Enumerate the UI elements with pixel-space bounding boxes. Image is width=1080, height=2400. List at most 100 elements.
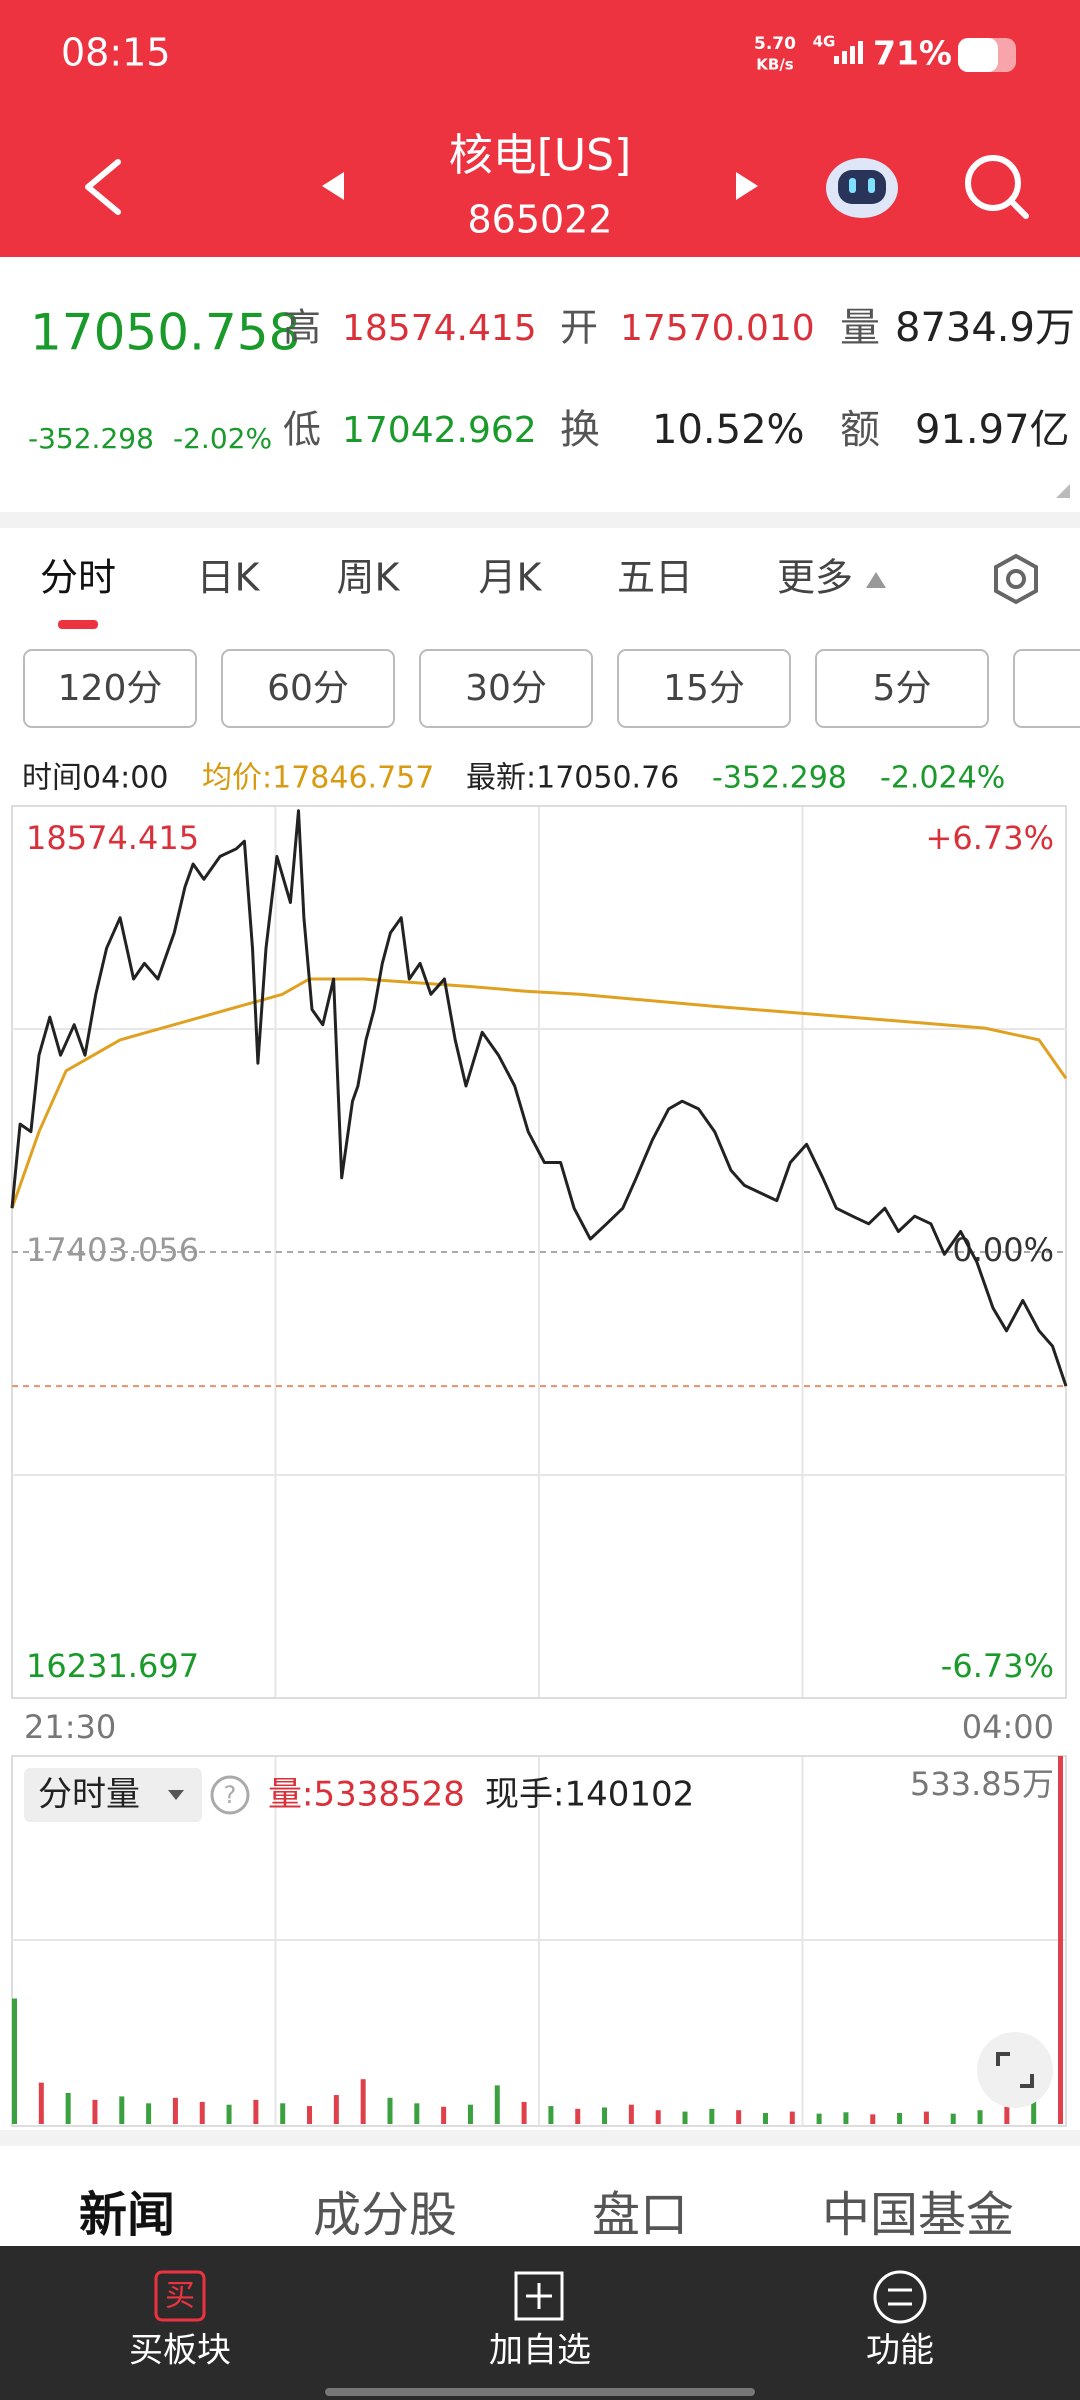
volume-bar — [441, 2106, 447, 2124]
change: -352.298 — [28, 422, 154, 455]
separator — [0, 2130, 1080, 2146]
volume-bar — [762, 2112, 768, 2124]
volume-bar — [950, 2113, 956, 2124]
bottom-action[interactable]: 加自选 — [489, 2331, 591, 2371]
volume-bar — [682, 2111, 688, 2124]
volume-bar — [709, 2108, 715, 2124]
volume-bar — [655, 2110, 661, 2124]
volume-title: 分时量 — [38, 1775, 140, 1815]
tab[interactable]: 月K — [479, 556, 543, 600]
high-label: 高 — [283, 306, 321, 350]
turnover-label: 换 — [560, 407, 600, 453]
tab-indicator — [58, 620, 98, 629]
fullscreen-button[interactable] — [977, 2032, 1053, 2108]
volume-bar — [1031, 2092, 1037, 2124]
menu-lines — [888, 2288, 912, 2306]
volume-bar — [789, 2111, 795, 2124]
back-button[interactable] — [85, 159, 121, 215]
volume-bar — [1058, 1755, 1063, 2124]
volume-bar — [1004, 2106, 1010, 2124]
price: 17050.758 — [30, 304, 300, 362]
volume-bar — [736, 2110, 742, 2124]
low: 17042.962 — [342, 410, 537, 451]
volume-bar — [65, 2092, 71, 2124]
volume-bar — [92, 2099, 98, 2124]
volume-bar — [38, 2082, 44, 2124]
signal-icon — [834, 41, 863, 64]
y2-tick-label: -6.73% — [941, 1647, 1054, 1685]
open-label: 开 — [560, 306, 598, 350]
news-tab[interactable]: 中国基金 — [822, 2187, 1014, 2243]
period-button[interactable] — [815, 649, 989, 728]
net-speed-unit: KB/s — [756, 56, 794, 74]
volume-bar — [977, 2110, 983, 2124]
news-tab[interactable]: 盘口 — [592, 2187, 688, 2243]
volume-bar — [226, 2104, 232, 2124]
news-tab[interactable]: 新闻 — [79, 2187, 175, 2243]
tab[interactable]: 更多 — [777, 556, 853, 600]
open: 17570.010 — [620, 308, 815, 349]
bottom-bar — [0, 2246, 1080, 2400]
bottom-action[interactable]: 功能 — [866, 2331, 934, 2371]
volume-bar — [387, 2097, 393, 2124]
tab[interactable]: 分时 — [40, 556, 116, 600]
volume-grid — [12, 1756, 1066, 2126]
last-trade: 现手:140102 — [485, 1775, 694, 1815]
volume-bar — [548, 2106, 554, 2124]
volume-label: 量 — [840, 305, 880, 351]
volume-bar — [146, 2103, 152, 2124]
more-arrow — [866, 572, 886, 588]
y-tick-label: 533.85万 — [910, 1765, 1054, 1803]
robot-button[interactable] — [826, 158, 898, 218]
battery-text: 71% — [873, 34, 952, 73]
help-mark: ? — [224, 1781, 237, 1809]
stock-name: 核电[US] — [449, 130, 631, 181]
period-button[interactable] — [617, 649, 791, 728]
high: 18574.415 — [342, 308, 537, 349]
tab[interactable]: 周K — [337, 556, 401, 600]
y2-tick-label: +6.73% — [926, 819, 1054, 857]
turnover: 10.52% — [652, 407, 805, 453]
period-button[interactable] — [419, 649, 593, 728]
info-change: -352.298 — [712, 761, 847, 796]
period-label: 15分 — [663, 668, 745, 709]
news-tab[interactable]: 成分股 — [313, 2187, 457, 2243]
volume-bar — [494, 2085, 500, 2124]
volume-selector[interactable] — [24, 1768, 202, 1822]
x-tick-label: 04:00 — [962, 1708, 1054, 1746]
net-speed: 5.70 — [754, 34, 796, 54]
volume-bar — [280, 2103, 286, 2124]
volume-bar — [575, 2108, 581, 2124]
period-label: 30分 — [465, 668, 547, 709]
prev-button[interactable] — [322, 172, 344, 200]
period-label: 120分 — [58, 668, 163, 709]
x-tick-label: 21:30 — [24, 1708, 116, 1746]
volume-bar — [307, 2106, 313, 2124]
buy-icon-text: 买 — [165, 2279, 195, 2314]
period-button[interactable] — [1013, 649, 1080, 728]
volume-bar — [521, 2101, 527, 2124]
volume-bar — [119, 2096, 125, 2124]
period-label: 5分 — [873, 668, 932, 709]
volume-bar — [333, 2095, 339, 2124]
add-plus — [526, 2283, 552, 2309]
clock: 08:15 — [61, 31, 171, 75]
search-button[interactable] — [965, 155, 1029, 219]
settings-button[interactable] — [994, 553, 1038, 605]
header-bg — [0, 0, 1080, 257]
help-button[interactable] — [210, 1775, 250, 1815]
stock-code: 865022 — [467, 198, 612, 242]
next-button[interactable] — [736, 172, 758, 200]
volume-bar — [897, 2112, 903, 2124]
y-tick-label: 18574.415 — [26, 819, 199, 857]
tab[interactable]: 五日 — [617, 556, 693, 600]
amount: 91.97亿 — [915, 407, 1070, 453]
period-button[interactable] — [221, 649, 395, 728]
volume-bar — [870, 2114, 876, 2124]
bottom-action[interactable]: 买板块 — [129, 2331, 231, 2371]
tab[interactable]: 日K — [197, 556, 261, 600]
separator — [0, 512, 1080, 528]
period-button[interactable] — [23, 649, 197, 728]
battery-level — [958, 38, 998, 72]
